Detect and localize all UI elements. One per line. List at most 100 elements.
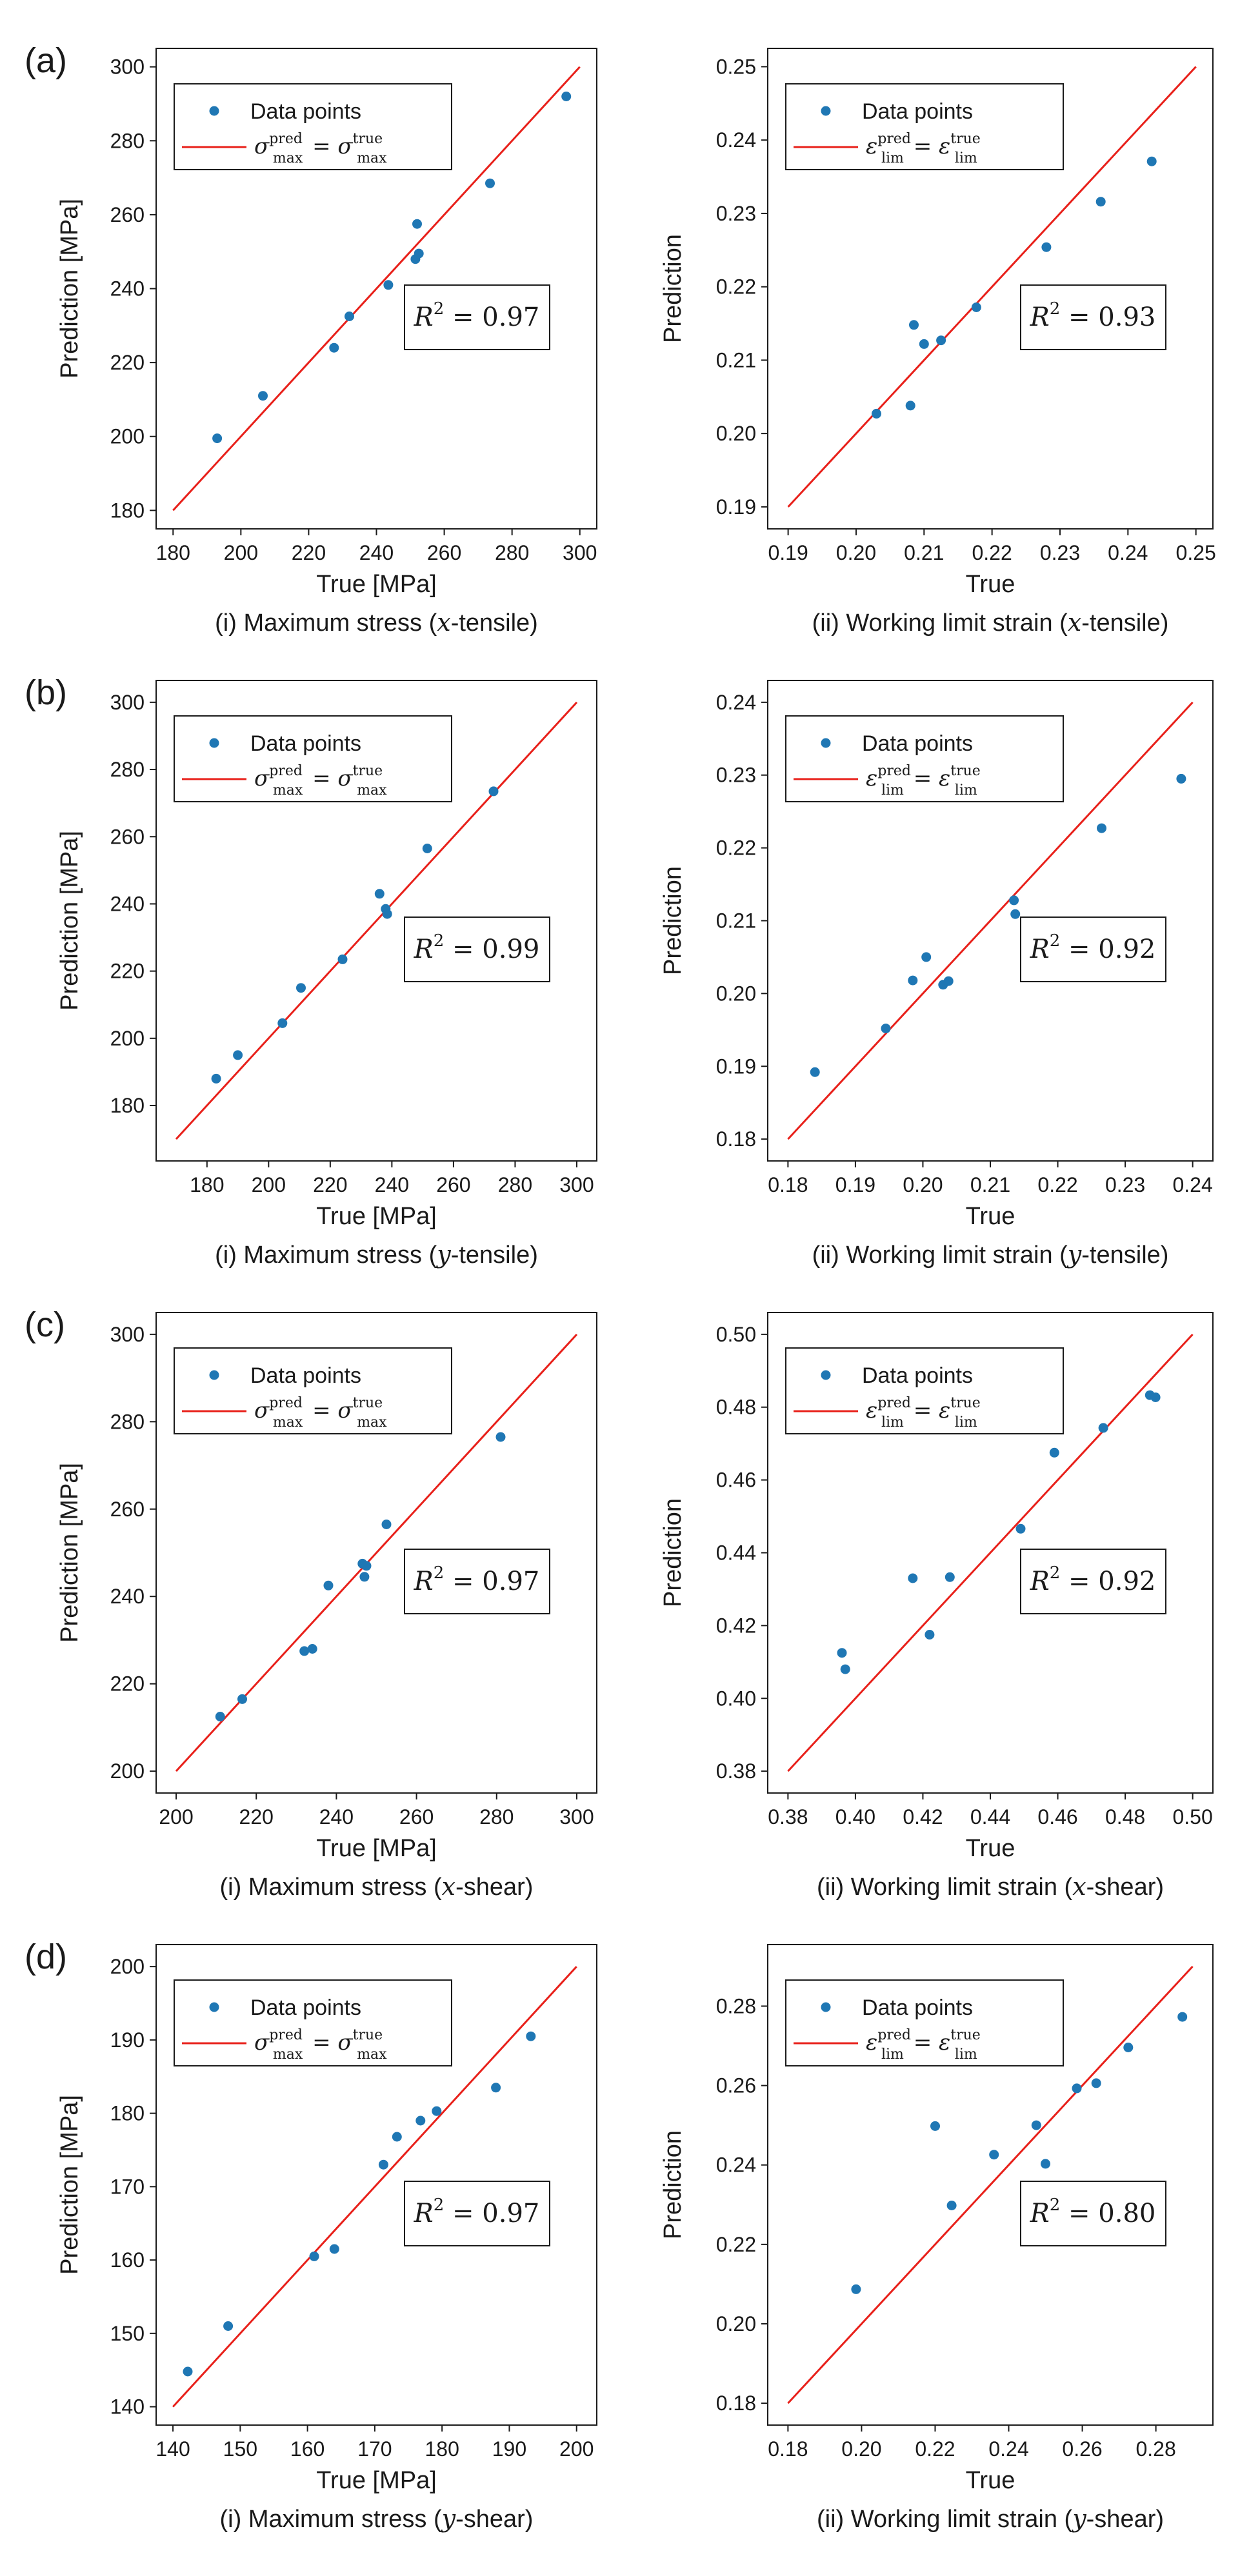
r-squared-label: R2 = 0.92 (1030, 1563, 1156, 1596)
y-tick-label: 0.18 (716, 1127, 756, 1151)
legend: Data points σpred max = σtrue max (174, 1979, 452, 2066)
x-axis-label: True (966, 2467, 1015, 2494)
data-point (905, 401, 915, 411)
x-tick-label: 0.28 (1135, 2437, 1175, 2461)
x-tick-label: 240 (375, 1173, 409, 1196)
legend: Data points σpred max = σtrue max (174, 83, 452, 170)
data-point (936, 335, 946, 346)
data-point (1041, 2159, 1050, 2169)
data-point (1015, 1523, 1026, 1534)
data-point (561, 92, 572, 101)
x-tick-label: 0.19 (835, 1173, 875, 1196)
scatter-plot: 140 150 160 170 180 190 200 140 150 160 170 180 190 2… (56, 1944, 597, 2533)
x-tick-label: 0.24 (1108, 541, 1148, 564)
x-axis-label: True [MPa] (316, 2467, 437, 2494)
y-tick-label: 190 (110, 2028, 145, 2052)
identity-line (787, 1965, 1194, 2404)
r-squared-annotation: R2 = 0.92 (1020, 916, 1166, 982)
y-tick-label: 300 (110, 1323, 145, 1346)
x-tick-label: 300 (559, 1805, 594, 1828)
r-squared-label: R2 = 0.93 (1030, 299, 1156, 332)
legend-point-marker (821, 1370, 831, 1380)
panel-row: (d)140 150 160 170 180 190 2001401501601701801… (25, 1937, 1214, 2533)
subplot-caption: (i) Maximum stress (y-shear) (220, 2504, 534, 2533)
panel-row: (c) 200 220 240 260 280 300 200 220 240 260 280 300 T… (25, 1305, 1214, 1901)
y-tick-label: 200 (110, 1759, 145, 1783)
data-point (1072, 2083, 1082, 2094)
y-tick-label: 180 (110, 1094, 145, 1117)
data-point (237, 1694, 247, 1704)
legend-points-label: Data points (250, 731, 361, 756)
data-point (946, 2201, 957, 2210)
x-tick-label: 0.46 (1037, 1805, 1077, 1828)
x-axis-label: True (966, 1835, 1015, 1862)
x-tick-label: 200 (224, 541, 258, 564)
x-tick-label: 0.38 (768, 1805, 808, 1828)
data-point (329, 342, 339, 353)
subplot-caption: (i) Maximum stress (x-tensile) (215, 608, 538, 637)
y-tick-label: 200 (110, 1955, 145, 1978)
y-tick-label: 0.25 (716, 55, 756, 78)
x-tick-label: 190 (492, 2437, 526, 2461)
legend-equation-label: εpred lim = εtrue lim (866, 2027, 981, 2063)
x-axis-label: True [MPa] (316, 1835, 437, 1862)
data-point (307, 1644, 317, 1654)
r-squared-box (1020, 1549, 1166, 1614)
data-point (989, 2150, 999, 2160)
r-squared-box (1020, 916, 1166, 982)
y-tick-label: 0.19 (716, 495, 756, 519)
legend-point-marker (209, 2002, 219, 2012)
legend-equation-label: σpred max = σtrue max (254, 131, 387, 166)
y-tick-label: 0.23 (716, 764, 756, 787)
data-point (908, 975, 918, 986)
x-tick-label: 0.18 (768, 2437, 808, 2461)
data-point (921, 952, 932, 962)
y-tick-label: 170 (110, 2175, 145, 2198)
data-point (909, 320, 919, 330)
data-point (1031, 2120, 1041, 2130)
x-tick-label: 240 (359, 541, 394, 564)
data-point (851, 2284, 861, 2294)
axes-frame (155, 1944, 597, 2426)
legend-equation-label: εpred lim = εtrue lim (866, 763, 981, 798)
x-tick-label: 200 (159, 1805, 193, 1828)
y-tick-label: 240 (110, 277, 145, 301)
x-tick-label: 0.21 (904, 541, 944, 564)
r-squared-box (404, 916, 550, 982)
legend-point-marker (821, 106, 831, 116)
y-tick-label: 280 (110, 1410, 145, 1433)
data-point (212, 433, 223, 444)
legend-equation-label: εpred lim = εtrue lim (866, 1395, 981, 1431)
y-tick-label: 300 (110, 55, 145, 79)
data-point (223, 2321, 234, 2331)
scatter-plot: 180 200 220 240 260 280 300 180 200 220 240 260 280 3… (56, 48, 597, 637)
x-tick-label: 140 (155, 2437, 190, 2461)
r-squared-label: R2 = 0.99 (414, 931, 540, 964)
identity-line (787, 66, 1197, 508)
data-point (485, 178, 495, 188)
x-tick-label: 280 (495, 541, 529, 564)
r-squared-label: R2 = 0.97 (414, 299, 540, 332)
x-tick-label: 220 (292, 541, 326, 564)
r-squared-box (1020, 284, 1166, 350)
r-squared-box (404, 1549, 550, 1614)
legend-point-marker (209, 106, 219, 116)
data-point (488, 786, 499, 797)
x-axis-label: True (966, 571, 1015, 598)
r-squared-label: R2 = 0.80 (1030, 2195, 1156, 2228)
scatter-plot: 0.19 0.20 0.21 0.22 0.23 0.24 0.25 0.19 0.20 0.21… (659, 48, 1216, 637)
legend-points-label: Data points (250, 1363, 361, 1388)
data-point (881, 1024, 891, 1034)
legend-box (785, 1979, 1064, 2066)
y-tick-label: 260 (110, 825, 145, 848)
x-tick-label: 280 (498, 1173, 532, 1196)
panel-label: (b) (25, 673, 67, 712)
x-tick-label: 180 (156, 541, 190, 564)
y-tick-label: 0.19 (716, 1055, 756, 1078)
data-point (183, 2366, 193, 2377)
y-tick-label: 280 (110, 129, 145, 152)
data-point (810, 1067, 820, 1077)
y-tick-label: 0.23 (716, 202, 756, 225)
legend-points-label: Data points (862, 1363, 973, 1388)
data-point (211, 1073, 221, 1084)
